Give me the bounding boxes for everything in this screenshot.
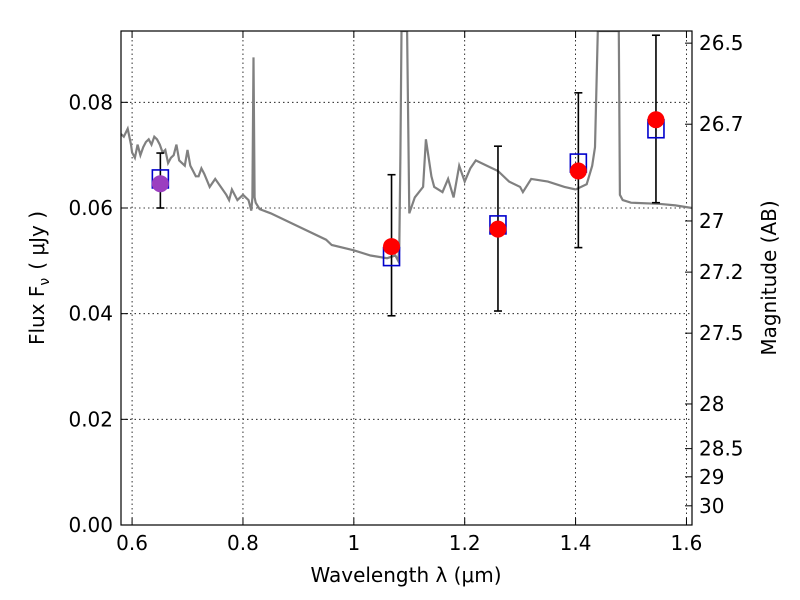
observed-photometry-point [569, 162, 587, 180]
y2-tick-label: 26.7 [699, 112, 744, 136]
observed-photometry-point [151, 175, 169, 193]
observed-photometry-point [489, 220, 507, 238]
y2-axis-label: Magnitude (AB) [757, 200, 781, 355]
y2-tick-label: 27 [699, 209, 724, 233]
model-spectrum-line [121, 31, 692, 265]
y2-tick-label: 27.5 [699, 321, 744, 345]
x-tick-label: 1.2 [449, 531, 481, 555]
observed-photometry-point [383, 238, 401, 256]
x-tick-label: 1.4 [560, 531, 592, 555]
y-tick-label: 0.06 [68, 196, 113, 220]
y-tick-label: 0.02 [68, 407, 113, 431]
y-axis: 0.00 0.02 0.04 0.06 0.08 [68, 90, 128, 537]
x-tick-label: 1 [347, 531, 360, 555]
y-tick-label: 0.08 [68, 90, 113, 114]
plot-area [121, 31, 692, 317]
y2-tick-label: 28.5 [699, 437, 744, 461]
x-axis: 0.6 0.8 1 1.2 1.4 1.6 [116, 31, 702, 555]
plot-frame [120, 30, 693, 526]
y-axis-label-unit: ( μJy ) [25, 211, 49, 270]
observed-photometry-markers [151, 111, 665, 256]
y2-axis: 26.5 26.7 27 27.2 27.5 28 28.5 29 30 [685, 31, 744, 518]
y2-tick-label: 27.2 [699, 260, 744, 284]
y-axis-label-main: Flux F [25, 286, 49, 345]
y2-tick-label: 30 [699, 494, 724, 518]
y2-tick-label: 29 [699, 465, 724, 489]
grid [121, 31, 692, 526]
x-axis-label: Wavelength λ (μm) [310, 563, 501, 587]
y2-tick-label: 28 [699, 392, 724, 416]
x-tick-label: 0.8 [227, 531, 259, 555]
observed-photometry-point [647, 111, 665, 129]
y-axis-label-subscript: ν [37, 278, 53, 286]
y-tick-label: 0.04 [68, 302, 113, 326]
y2-tick-label: 26.5 [699, 31, 744, 55]
x-tick-label: 1.6 [671, 531, 703, 555]
y-axis-label: Flux Fν ( μJy ) [25, 211, 53, 345]
x-tick-label: 0.6 [116, 531, 148, 555]
y-tick-label: 0.00 [68, 513, 113, 537]
